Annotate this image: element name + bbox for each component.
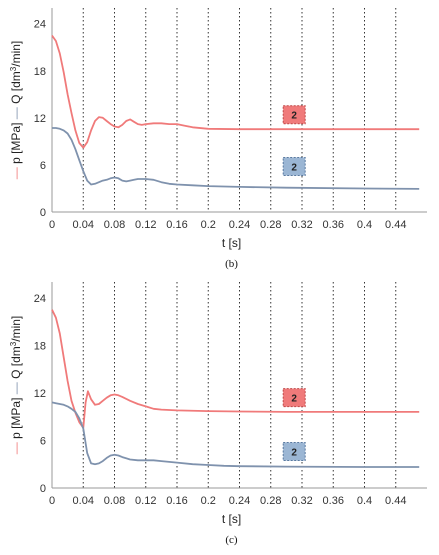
q-axis-label-superscript: 3	[9, 341, 18, 346]
x-tick-label: 0.44	[385, 219, 406, 231]
x-tick-label: 0.12	[135, 495, 156, 507]
curve-badge	[282, 388, 306, 408]
x-tick-label: 0.28	[260, 495, 281, 507]
q-axis-label-suffix: /min]	[9, 316, 23, 342]
x-axis-label: t [s]	[222, 236, 241, 250]
p-axis-label: p [MPa]	[9, 119, 23, 167]
q-axis-label-superscript: 3	[9, 66, 18, 71]
series-line-p	[51, 34, 420, 149]
curve-badge-label: 2	[291, 111, 297, 122]
x-tick-label: 0.44	[385, 495, 406, 507]
y-tick-label: 12	[34, 113, 46, 125]
x-axis-label: t [s]	[222, 512, 241, 526]
x-tick-label: 0.24	[229, 219, 250, 231]
chart-panel-c: 0 6 12 18 24 0 0.04 0.08 0.12 0.16 0.2 0.24 0.28 0.32…	[9, 282, 427, 546]
x-tick-label: 0	[49, 495, 55, 507]
x-tick-label: 0.04	[73, 219, 94, 231]
curve-badge-label: 2	[291, 448, 297, 459]
y-tick-label: 18	[34, 66, 46, 78]
x-tick-label: 0.36	[323, 495, 344, 507]
curve-badge-label: 2	[291, 394, 297, 405]
plot-area	[52, 282, 427, 488]
q-legend-dash: —	[9, 107, 23, 119]
x-tick-label: 0.32	[291, 495, 312, 507]
curve-badge	[282, 156, 306, 176]
p-legend-dash: —	[9, 442, 23, 454]
series-line-Q	[52, 127, 420, 190]
q-axis-label: Q [dm	[9, 346, 23, 382]
x-tick-label: 0.24	[229, 495, 250, 507]
x-tick-label: 0	[49, 219, 55, 231]
y-axis-label: — p [MPa] — Q [dm3/min]	[9, 316, 24, 455]
x-tick-label: 0.36	[323, 219, 344, 231]
x-tick-label: 0.04	[73, 495, 94, 507]
y-tick-label: 24	[34, 19, 46, 31]
x-tick-label: 0.2	[201, 495, 216, 507]
panel-caption: (b)	[225, 258, 238, 270]
y-tick-label: 12	[34, 388, 46, 400]
y-tick-label: 0	[40, 483, 46, 495]
x-tick-label: 0.2	[201, 219, 216, 231]
y-tick-label: 24	[34, 293, 46, 305]
p-axis-label: p [MPa]	[9, 394, 23, 442]
chart-panel-b: 0 6 12 18 24 0 0.04 0.08 0.12 0.16 0.2 0.24 0.28 0.32…	[9, 8, 427, 270]
x-tick-label: 0.08	[104, 219, 125, 231]
panel-caption: (c)	[225, 534, 238, 546]
x-tick-label: 0.16	[166, 495, 187, 507]
q-axis-label-suffix: /min]	[9, 41, 23, 67]
series-line-p	[51, 309, 420, 429]
q-legend-dash: —	[9, 382, 23, 394]
y-axis-label: — p [MPa] — Q [dm3/min]	[9, 41, 24, 180]
y-tick-label: 18	[34, 340, 46, 352]
series-line-Q	[51, 401, 420, 468]
y-tick-label: 6	[40, 435, 46, 447]
x-tick-label: 0.32	[291, 219, 312, 231]
y-tick-label: 0	[40, 207, 46, 219]
q-axis-label: Q [dm	[9, 71, 23, 107]
p-legend-dash: —	[9, 167, 23, 179]
curve-badge-label: 2	[291, 162, 297, 173]
x-tick-label: 0.16	[166, 219, 187, 231]
x-tick-label: 0.08	[104, 495, 125, 507]
x-tick-label: 0.4	[357, 495, 372, 507]
x-tick-label: 0.28	[260, 219, 281, 231]
curve-badge	[282, 442, 306, 462]
x-tick-label: 0.4	[357, 219, 372, 231]
x-tick-label: 0.12	[135, 219, 156, 231]
y-tick-label: 6	[40, 160, 46, 172]
curve-badge	[282, 105, 306, 125]
